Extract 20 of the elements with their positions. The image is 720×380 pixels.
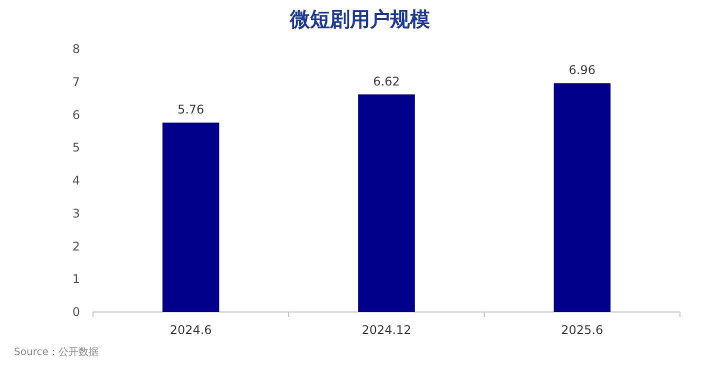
bar (358, 94, 415, 312)
y-tick-label: 3 (72, 206, 80, 220)
x-tick-label: 2024.12 (362, 323, 412, 337)
y-tick-label: 7 (72, 74, 80, 89)
y-tick-label: 8 (72, 42, 80, 56)
y-tick-label: 6 (72, 108, 80, 122)
y-tick-label: 0 (72, 305, 80, 319)
chart-title: 微短剧用户规模 (289, 7, 430, 31)
x-tick-label: 2024.6 (170, 323, 212, 337)
source-note: Source：公开数据 (14, 346, 98, 358)
y-tick-label: 1 (72, 272, 80, 286)
y-tick-label: 2 (72, 239, 80, 254)
x-tick-label: 2025.6 (561, 323, 604, 337)
y-tick-label: 4 (72, 174, 80, 188)
bar (162, 122, 220, 312)
data-label: 6.62 (373, 74, 400, 88)
data-label: 5.76 (177, 102, 204, 117)
y-tick-label: 5 (72, 140, 80, 155)
data-label: 6.96 (568, 63, 596, 78)
bar (554, 83, 611, 312)
